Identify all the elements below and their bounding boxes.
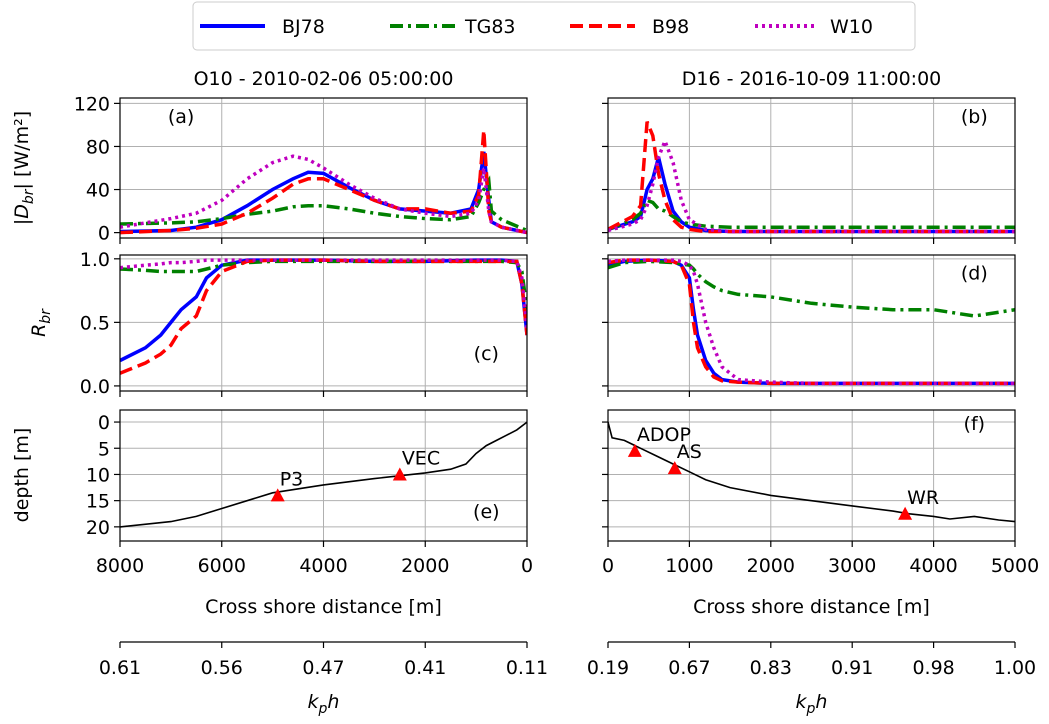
x2-tick-label: 0.91 — [831, 657, 873, 679]
y-tick-label: 80 — [86, 136, 110, 158]
y-tick-label: 15 — [86, 491, 110, 513]
axes-frame — [607, 409, 1016, 542]
x-tick-label: 6000 — [198, 555, 246, 577]
legend-label: B98 — [652, 16, 689, 38]
axes-frame — [119, 254, 528, 392]
axes-frame — [607, 254, 1016, 392]
y-tick-label: 10 — [86, 464, 110, 486]
series-line — [120, 258, 527, 329]
panel-letter: (c) — [474, 343, 499, 365]
x2-tick-label: 0.19 — [587, 657, 629, 679]
subplot-title: O10 - 2010-02-06 05:00:00 — [194, 68, 454, 90]
station-label: WR — [907, 487, 939, 509]
x2-axis-label-part: k — [796, 691, 808, 713]
series-line — [608, 421, 1015, 523]
x2-tick-label: 1.00 — [994, 657, 1036, 679]
x-tick-label: 1000 — [665, 555, 713, 577]
y-axis-label: depth [m] — [11, 428, 33, 523]
x-tick-label: 4000 — [299, 555, 347, 577]
x2-tick-label: 0.67 — [668, 657, 710, 679]
x2-tick-label: 0.83 — [750, 657, 792, 679]
series-line — [608, 258, 1015, 386]
legend-label: TG83 — [464, 16, 516, 38]
series-line — [120, 259, 527, 310]
x-tick-label: 2000 — [747, 555, 795, 577]
y-axis-label-part: br — [38, 308, 54, 324]
series-line — [608, 136, 1015, 234]
y-tick-label: 0 — [98, 223, 110, 245]
station-label: P3 — [280, 468, 304, 490]
legend-label: BJ78 — [282, 16, 325, 38]
station-marker — [667, 461, 682, 475]
y-axis-label-part: depth [m] — [11, 428, 33, 523]
legend-label: W10 — [830, 16, 873, 38]
x-tick-label: 0 — [521, 555, 533, 577]
x-tick-label: 8000 — [96, 555, 144, 577]
axes-frame — [607, 97, 1016, 239]
x2-axis-label-part: k — [308, 691, 320, 713]
y-axis-label-part: |D — [11, 204, 33, 225]
x-axis-label: Cross shore distance [m] — [693, 596, 930, 618]
axes-frame — [119, 409, 528, 542]
series-line — [120, 421, 527, 528]
x-axis-label: Cross shore distance [m] — [205, 596, 442, 618]
station-marker — [627, 443, 642, 457]
panel-letter: (f) — [964, 413, 986, 435]
y-tick-label: 0.5 — [80, 312, 110, 334]
x2-axis-label-part: h — [327, 691, 339, 713]
x-tick-label: 4000 — [909, 555, 957, 577]
series-line — [608, 258, 1015, 386]
station-label: ADOP — [637, 424, 691, 446]
x2-tick-label: 0.61 — [99, 657, 141, 679]
subplot-title: D16 - 2016-10-09 11:00:00 — [682, 68, 942, 90]
x-tick-label: 3000 — [828, 555, 876, 577]
station-marker — [270, 488, 285, 502]
legend-box — [192, 1, 916, 51]
series-line — [608, 156, 1015, 234]
series-line — [120, 175, 527, 233]
series-line — [608, 258, 1015, 386]
panel-letter: (d) — [961, 263, 988, 285]
panel-letter: (a) — [168, 106, 194, 128]
station-marker — [392, 467, 407, 481]
y-axis-label: Rbr — [28, 308, 54, 337]
axes-frame — [119, 97, 528, 239]
station-label: AS — [677, 441, 702, 463]
x2-tick-label: 0.56 — [201, 657, 243, 679]
x2-axis-label: kph — [796, 691, 828, 717]
y-axis-label-part: R — [28, 324, 50, 337]
series-line — [608, 198, 1015, 232]
panel-letter: (e) — [473, 501, 500, 523]
x2-tick-label: 0.11 — [506, 657, 548, 679]
y-tick-label: 0.0 — [80, 376, 110, 398]
panel-letter: (b) — [961, 106, 988, 128]
y-tick-label: 5 — [98, 438, 110, 460]
series-line — [608, 259, 1015, 318]
y-axis-label-part: | [W/m²] — [11, 111, 33, 190]
x-tick-label: 0 — [602, 555, 614, 577]
x-tick-label: 5000 — [991, 555, 1039, 577]
y-axis-label-part: br — [21, 188, 37, 204]
station-label: VEC — [402, 447, 440, 469]
x2-axis-label-part: p — [806, 701, 816, 717]
x2-tick-label: 0.98 — [912, 657, 954, 679]
x2-axis-label: kph — [308, 691, 340, 717]
x2-tick-label: 0.47 — [302, 657, 344, 679]
station-marker — [898, 506, 913, 520]
y-tick-label: 120 — [74, 93, 110, 115]
y-tick-label: 1.0 — [80, 249, 110, 271]
y-axis-label: |Dbr| [W/m²] — [11, 111, 37, 225]
y-tick-label: 40 — [86, 180, 110, 202]
y-tick-label: 0 — [98, 412, 110, 434]
x-tick-label: 2000 — [401, 555, 449, 577]
y-tick-label: 20 — [86, 517, 110, 539]
x2-tick-label: 0.41 — [404, 657, 446, 679]
x2-axis-label-part: h — [815, 691, 827, 713]
x2-axis-label-part: p — [318, 701, 328, 717]
series-line — [120, 130, 527, 235]
